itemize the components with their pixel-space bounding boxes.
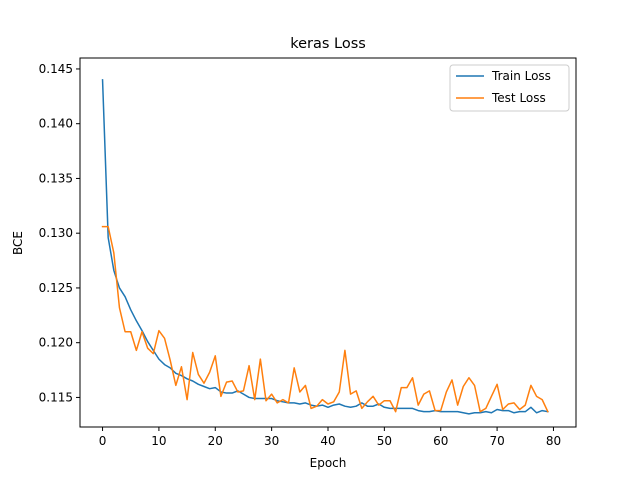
x-axis-label: Epoch (310, 456, 347, 470)
y-tick-label: 0.125 (39, 281, 73, 295)
x-tick-label: 50 (377, 434, 392, 448)
y-tick-label: 0.115 (39, 390, 73, 404)
y-tick-label: 0.145 (39, 62, 73, 76)
legend-label: Train Loss (491, 69, 551, 83)
chart-title: keras Loss (290, 36, 366, 52)
x-tick-label: 80 (546, 434, 561, 448)
y-axis-ticks: 0.115 0.120 0.125 0.130 0.135 0.140 0.145 (39, 62, 80, 404)
series-line-train-loss (101, 79, 549, 415)
x-tick-label: 20 (208, 434, 223, 448)
y-axis-label: BCE (11, 231, 25, 255)
legend-label: Test Loss (491, 91, 546, 105)
x-tick-label: 60 (433, 434, 448, 448)
x-tick-label: 10 (151, 434, 166, 448)
y-tick-label: 0.120 (39, 336, 73, 350)
legend: Train Loss Test Loss (449, 64, 570, 112)
x-tick-label: 70 (489, 434, 504, 448)
series-line-test-loss (101, 225, 549, 413)
x-tick-label: 0 (99, 434, 107, 448)
x-axis-ticks: 0 10 20 30 40 50 60 70 80 (99, 427, 561, 448)
y-tick-label: 0.140 (39, 117, 73, 131)
x-tick-label: 40 (320, 434, 335, 448)
y-tick-label: 0.135 (39, 171, 73, 185)
x-tick-label: 30 (264, 434, 279, 448)
y-tick-label: 0.130 (39, 226, 73, 240)
